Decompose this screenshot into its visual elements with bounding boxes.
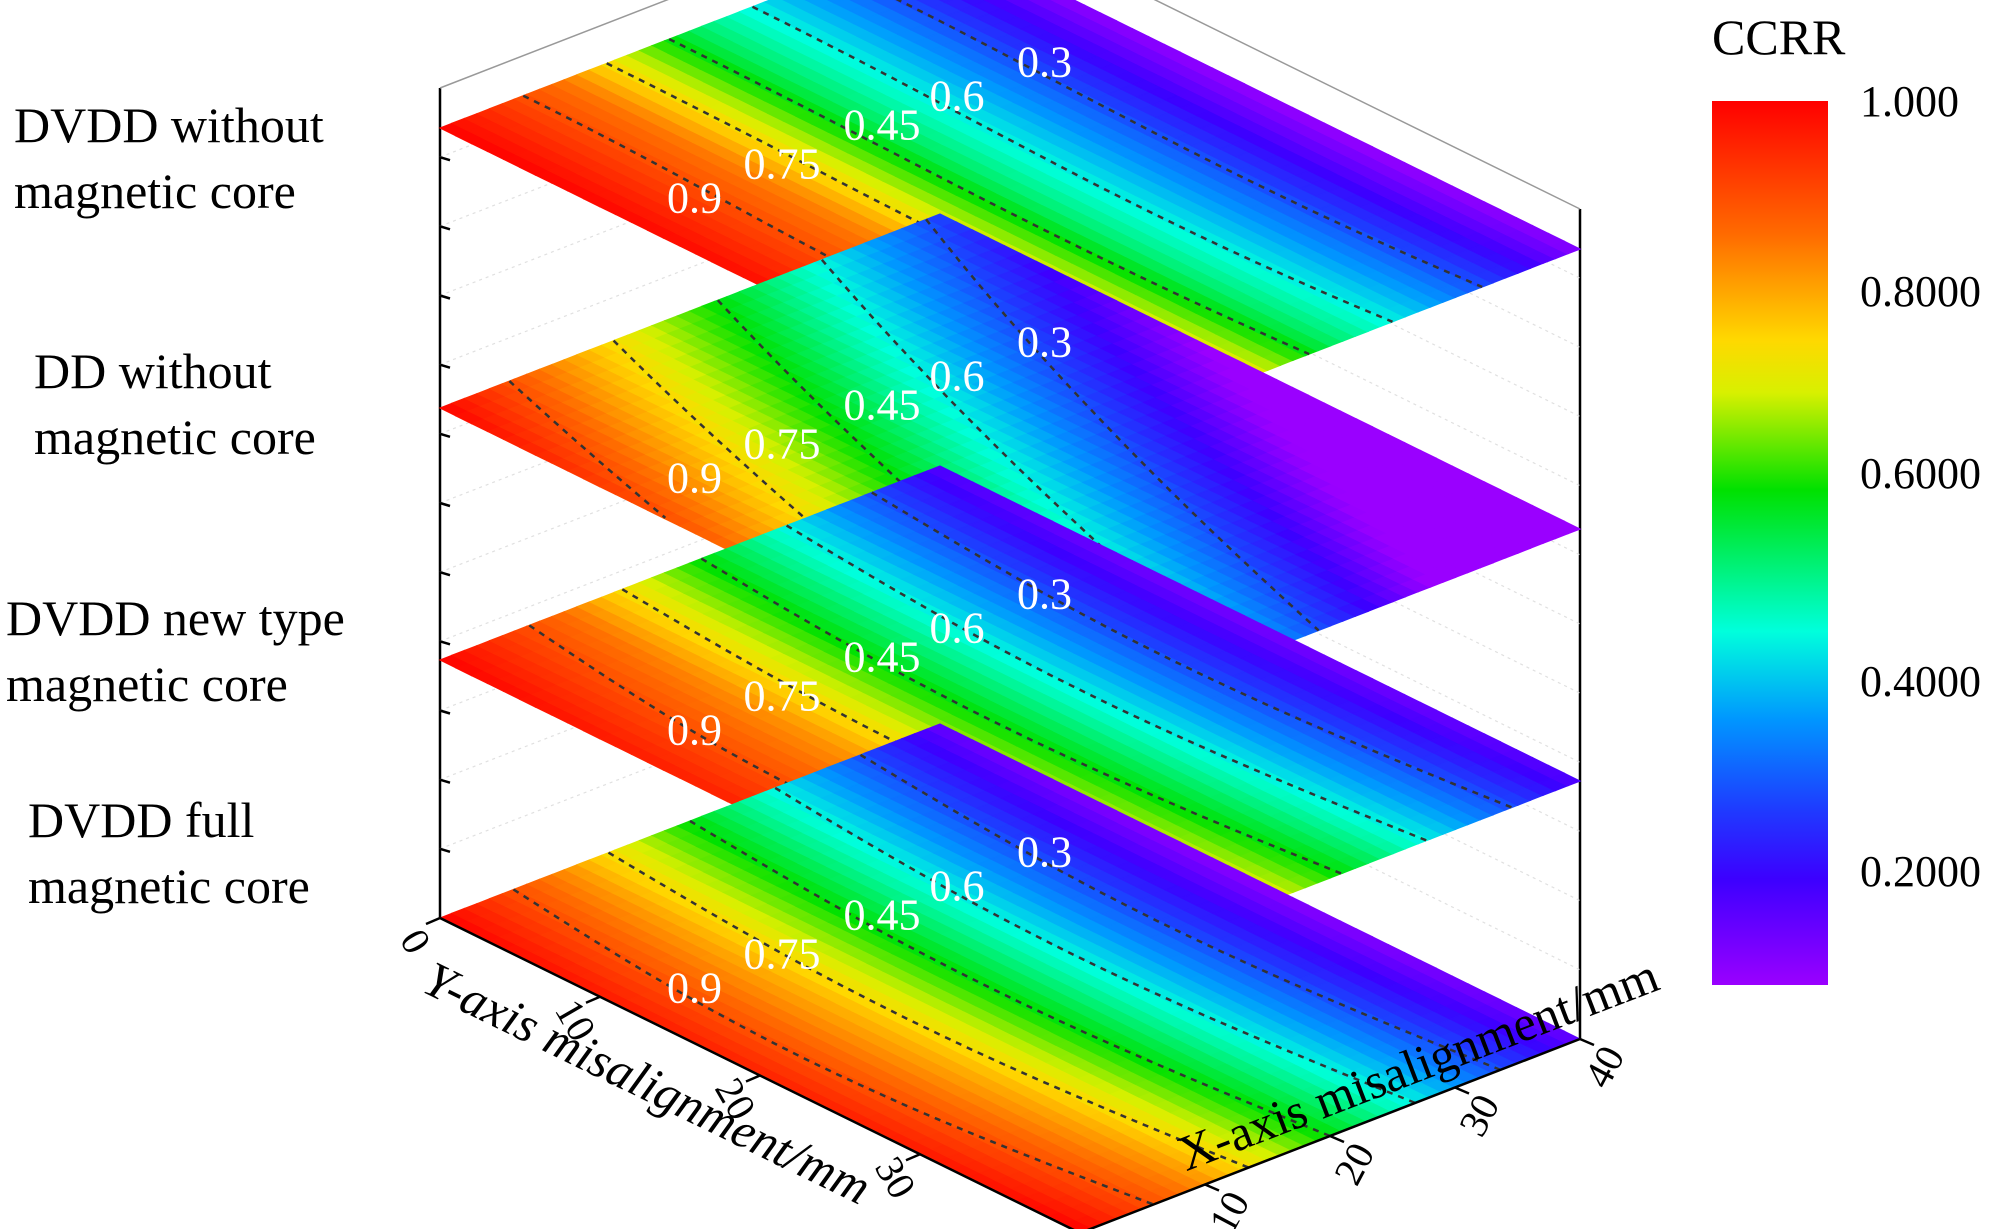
z-axis-tick — [439, 225, 451, 231]
contour-label: 0.45 — [844, 381, 921, 430]
contour-label: 0.75 — [744, 419, 821, 468]
contour-label: 0.3 — [1017, 570, 1072, 619]
z-axis-tick — [439, 432, 451, 439]
contour-label: 0.9 — [667, 173, 722, 222]
contour-label: 0.6 — [930, 351, 985, 400]
top-frame — [439, 0, 1581, 210]
z-axis-tick — [439, 570, 451, 577]
z-axis-tick — [439, 640, 451, 646]
contour-label: 0.45 — [844, 633, 921, 682]
z-axis-tick — [439, 363, 451, 369]
contour-label: 0.3 — [1017, 38, 1072, 87]
contour-label: 0.75 — [744, 139, 821, 188]
z-axis-tick — [439, 709, 451, 715]
contour-label: 0.75 — [744, 671, 821, 720]
contour-label: 0.9 — [667, 705, 722, 754]
z-axis-tick — [439, 294, 451, 300]
z-axis-tick — [439, 778, 451, 784]
z-axis-tick — [439, 155, 451, 162]
contour-label: 0.6 — [930, 603, 985, 652]
z-axis-tick — [439, 501, 451, 508]
contour-label: 0.3 — [1017, 318, 1072, 367]
contour-label: 0.6 — [930, 71, 985, 120]
contour-label: 0.45 — [844, 101, 921, 150]
contour-label: 0.9 — [667, 453, 722, 502]
z-axis-tick — [439, 847, 451, 854]
